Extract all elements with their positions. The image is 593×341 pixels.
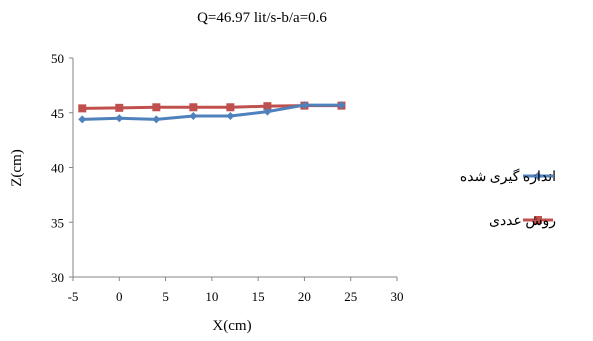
x-tick-label: 5 (162, 289, 169, 304)
chart-title: Q=46.97 lit/s-b/a=0.6 (197, 10, 327, 26)
y-tick-label: 40 (51, 161, 64, 176)
data-point (152, 103, 161, 112)
x-tick-label: 30 (391, 289, 404, 304)
data-point (263, 102, 272, 111)
data-point (115, 103, 124, 112)
x-tick-label: 25 (344, 289, 357, 304)
x-tick-labels: -5 0 5 10 15 20 25 30 (68, 277, 404, 304)
legend-item: اندازه گیری شده (460, 168, 556, 185)
series-group (78, 101, 346, 124)
y-tick-label: 45 (51, 106, 64, 121)
data-point (226, 103, 235, 112)
legend-swatch-marker (534, 216, 542, 224)
x-tick-label: 15 (252, 289, 265, 304)
data-point (226, 112, 235, 121)
data-point (263, 107, 272, 116)
y-tick-label: 35 (51, 215, 64, 230)
y-axis-title: Z(cm) (9, 149, 25, 186)
data-point (115, 114, 124, 123)
legend-label: روش عددی (489, 214, 556, 229)
legend-item: روش عددی (489, 214, 556, 229)
data-point (189, 103, 198, 112)
legend-label: اندازه گیری شده (460, 168, 556, 185)
data-point (78, 115, 87, 124)
y-tick-label: 50 (51, 51, 64, 66)
y-tick-label: 30 (51, 270, 64, 285)
x-tick-label: -5 (68, 289, 79, 304)
series-line (80, 103, 343, 121)
series-1 (78, 101, 346, 124)
legend: اندازه گیری شده روش عددی (460, 168, 556, 229)
data-point (189, 112, 198, 121)
x-tick-label: 0 (116, 289, 123, 304)
y-tick-labels: 30 35 40 45 50 (51, 51, 73, 285)
x-axis-title: X(cm) (212, 318, 251, 334)
data-point (78, 104, 87, 113)
axes (72, 58, 397, 278)
x-tick-label: 20 (298, 289, 311, 304)
x-tick-label: 10 (205, 289, 218, 304)
data-point (337, 101, 346, 110)
data-point (300, 101, 309, 110)
data-point (152, 115, 161, 124)
legend-swatch-marker (534, 172, 542, 180)
